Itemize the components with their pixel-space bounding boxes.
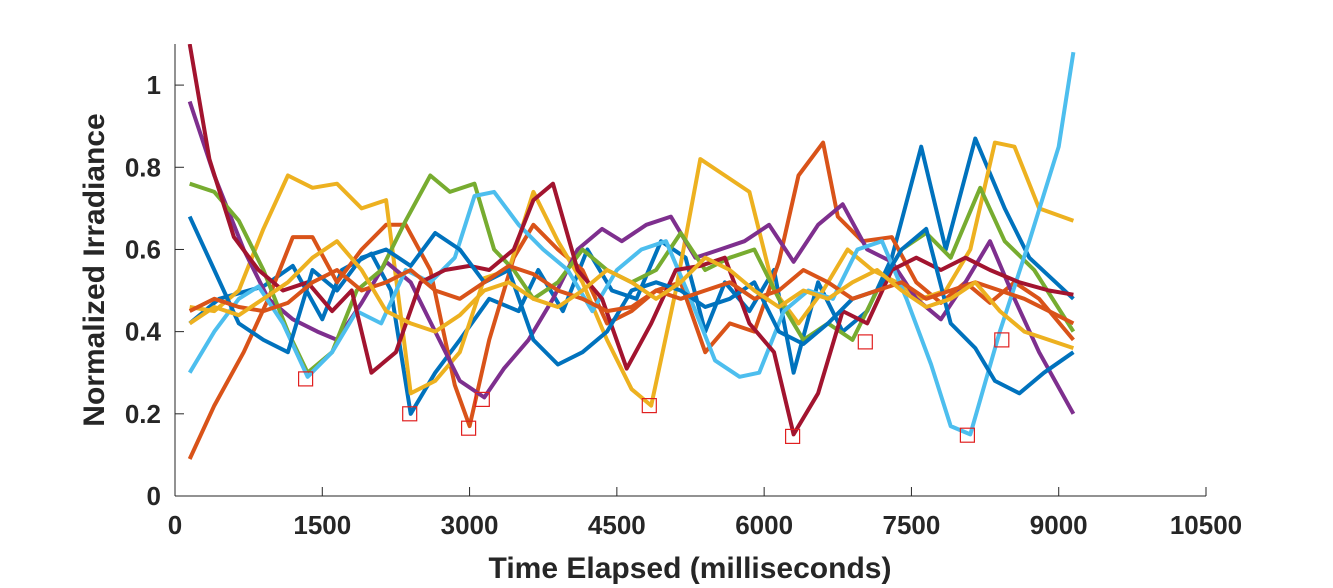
series-line-2	[187, 140, 1075, 460]
x-axis-label: Time Elapsed (milliseconds)	[489, 552, 892, 585]
x-tick-label: 0	[168, 510, 182, 540]
axes: 0 1500 3000 4500 6000 7500 9000 10500 0 0.2 0.4 0.6…	[125, 44, 1242, 540]
minimum-marker-9	[994, 332, 1010, 348]
minimum-marker-3	[461, 420, 477, 436]
x-tick-label: 6000	[735, 510, 793, 540]
series-line-9	[188, 263, 1075, 326]
series-line-6	[187, 51, 1076, 437]
x-tick-label: 10500	[1170, 510, 1242, 540]
series-line-3	[189, 140, 1075, 408]
y-tick-label: 0.8	[125, 152, 161, 182]
y-axis-label: Normalized Irradiance	[78, 113, 111, 426]
y-tick-label: 1	[147, 70, 161, 100]
series-line-10	[188, 239, 1075, 350]
series-line-5	[189, 173, 1076, 375]
minimum-marker-8	[959, 427, 976, 443]
x-tick-label: 3000	[441, 510, 499, 540]
minimum-marker-7	[857, 334, 873, 350]
y-tick-label: 0.4	[125, 317, 162, 347]
minimum-marker-2	[402, 406, 418, 422]
series-line-8	[187, 215, 1075, 396]
minimum-marker-1	[298, 371, 314, 387]
x-tick-label: 4500	[588, 510, 646, 540]
minimum-marker-4	[474, 391, 490, 407]
y-tick-label: 0.6	[125, 234, 161, 264]
x-tick-label: 1500	[293, 510, 351, 540]
series-layer	[187, 44, 1076, 460]
series-line-7	[187, 44, 1074, 437]
y-tick-label: 0.2	[125, 399, 161, 429]
minimum-marker-6	[784, 428, 801, 444]
x-tick-label: 9000	[1030, 510, 1088, 540]
marker-layer	[298, 332, 1010, 444]
minimum-marker-5	[641, 398, 657, 414]
x-tick-label: 7500	[883, 510, 941, 540]
y-tick-label: 0	[147, 481, 161, 511]
